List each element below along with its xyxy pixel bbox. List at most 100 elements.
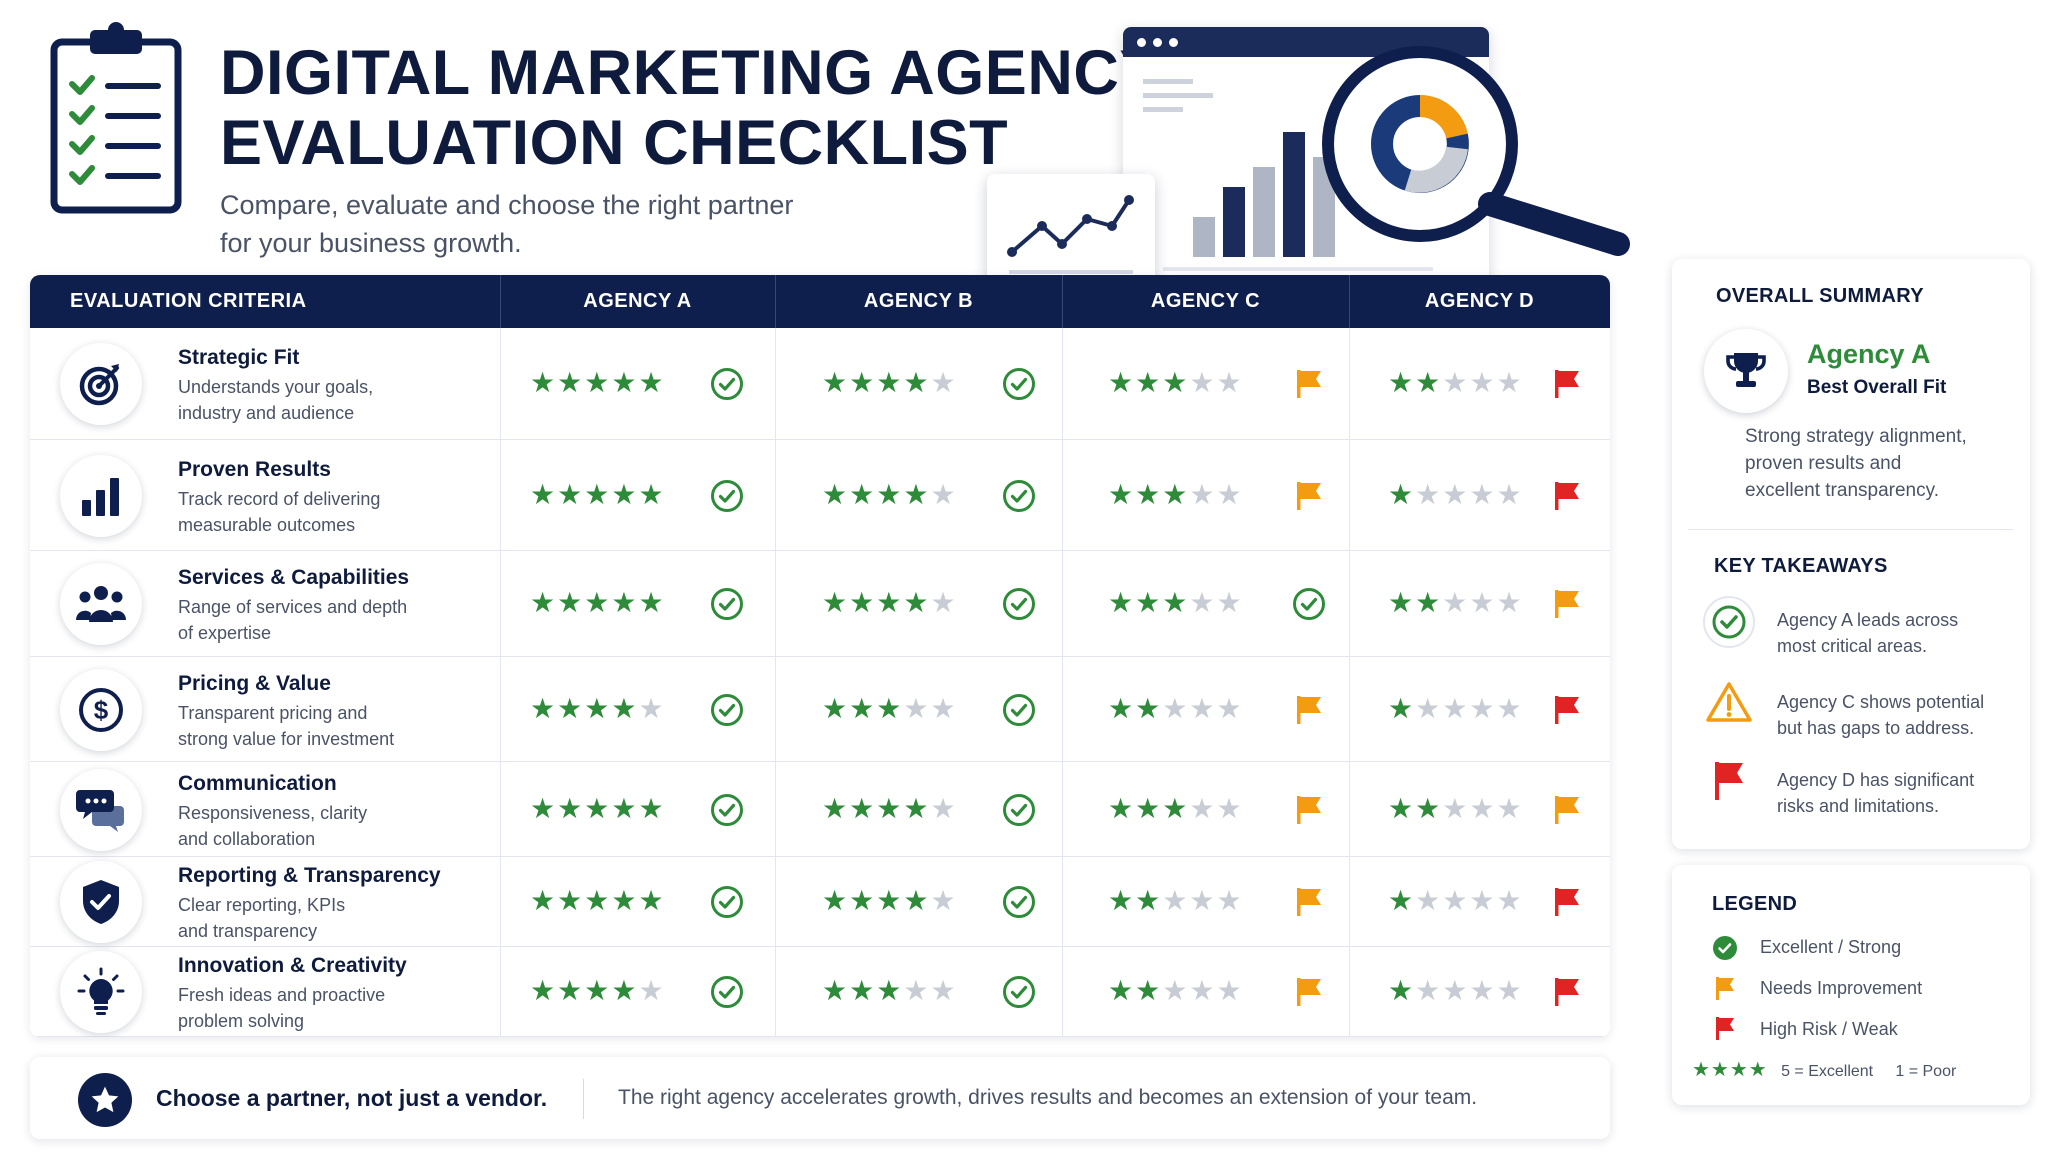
- takeaway-text: Agency A leads across most critical area…: [1777, 607, 2017, 659]
- orange-flag-icon: [1292, 975, 1326, 1009]
- star-filled-icon: ★: [1388, 693, 1416, 724]
- star-filled-icon: ★: [1108, 587, 1136, 618]
- criterion-description: Responsiveness, clarity and collaboration: [178, 800, 428, 852]
- star-empty-icon: ★: [1216, 793, 1244, 824]
- star-rating-agency-c: ★★★★★: [1108, 794, 1244, 824]
- star-filled-icon: ★: [876, 367, 904, 398]
- table-row: Strategic Fit Understands your goals, indu…: [30, 328, 1610, 440]
- header-divider: [500, 275, 501, 328]
- star-badge-icon: [78, 1073, 132, 1127]
- star-empty-icon: ★: [1496, 885, 1524, 916]
- star-empty-icon: ★: [930, 793, 958, 824]
- star-rating-agency-c: ★★★★★: [1108, 976, 1244, 1006]
- star-rating-agency-d: ★★★★★: [1388, 794, 1524, 824]
- dollar-icon: $: [60, 669, 142, 751]
- column-divider: [500, 328, 501, 1037]
- check-circle-icon: [710, 479, 744, 513]
- star-rating-agency-d: ★★★★★: [1388, 694, 1524, 724]
- summary-line-1: Strong strategy alignment,: [1745, 426, 1967, 447]
- star-filled-icon: ★: [1162, 587, 1190, 618]
- star-empty-icon: ★: [1189, 793, 1217, 824]
- star-empty-icon: ★: [1469, 479, 1497, 510]
- star-empty-icon: ★: [930, 367, 958, 398]
- star-filled-icon: ★: [584, 885, 612, 916]
- check-circle-icon: [1002, 793, 1036, 827]
- star-empty-icon: ★: [638, 975, 666, 1006]
- star-empty-icon: ★: [1162, 885, 1190, 916]
- legend-label-risk: High Risk / Weak: [1760, 1019, 1898, 1039]
- star-filled-icon: ★: [903, 793, 931, 824]
- magnifier-donut-icon: [1322, 46, 1630, 256]
- subtitle-line-2: for your business growth.: [220, 228, 522, 258]
- criterion-description-line: Understands your goals,: [178, 377, 374, 397]
- star-filled-icon: ★: [1108, 693, 1136, 724]
- banner-text: The right agency accelerates growth, dri…: [618, 1086, 1478, 1109]
- star-filled-icon: ★: [611, 693, 639, 724]
- star-filled-icon: ★: [903, 885, 931, 916]
- clipboard-checklist-icon: [50, 22, 182, 214]
- star-filled-icon: ★: [1135, 885, 1163, 916]
- star-empty-icon: ★: [1469, 793, 1497, 824]
- star-rating-agency-b: ★★★★★: [822, 368, 958, 398]
- star-empty-icon: ★: [1442, 587, 1470, 618]
- team-icon: [60, 563, 142, 645]
- star-filled-icon: ★: [822, 367, 850, 398]
- star-filled-icon: ★: [1162, 479, 1190, 510]
- bar-chart-icon: [60, 455, 142, 537]
- star-filled-icon: ★: [611, 793, 639, 824]
- table-header: EVALUATION CRITERIA AGENCY A AGENCY B AG…: [30, 275, 1610, 328]
- star-empty-icon: ★: [903, 693, 931, 724]
- criterion-description: Clear reporting, KPIs and transparency: [178, 892, 428, 944]
- takeaway-line: risks and limitations.: [1777, 796, 1940, 816]
- star-filled-icon: ★: [638, 885, 666, 916]
- table-row: Communication Responsiveness, clarity and …: [30, 762, 1610, 857]
- column-divider: [775, 328, 776, 1037]
- window-dot-icon: [1137, 38, 1146, 47]
- star-empty-icon: ★: [1469, 693, 1497, 724]
- star-empty-icon: ★: [1496, 587, 1524, 618]
- check-circle-icon: [710, 885, 744, 919]
- star-rating-agency-d: ★★★★★: [1388, 480, 1524, 510]
- star-rating-agency-d: ★★★★★: [1388, 976, 1524, 1006]
- star-empty-icon: ★: [1189, 885, 1217, 916]
- star-empty-icon: ★: [1216, 367, 1244, 398]
- star-empty-icon: ★: [1496, 975, 1524, 1006]
- star-filled-icon: ★: [903, 367, 931, 398]
- star-rating-agency-a: ★★★★★: [530, 480, 666, 510]
- star-filled-icon: ★: [557, 975, 585, 1006]
- criterion-description-line: and transparency: [178, 921, 318, 941]
- star-filled-icon: ★: [876, 587, 904, 618]
- legend-heading: LEGEND: [1712, 893, 1798, 915]
- column-header-agency-a: AGENCY A: [583, 290, 692, 312]
- star-filled-icon: ★: [1108, 367, 1136, 398]
- star-filled-icon: ★: [849, 885, 877, 916]
- star-filled-icon: ★: [1108, 479, 1136, 510]
- shield-check-icon: [60, 861, 142, 943]
- check-circle-icon: [1002, 587, 1036, 621]
- takeaway-line: Agency C shows potential: [1777, 692, 1985, 712]
- star-filled-icon: ★: [530, 885, 558, 916]
- star-filled-icon: ★: [557, 367, 585, 398]
- star-rating-agency-d: ★★★★★: [1388, 368, 1524, 398]
- orange-flag-icon: [1292, 367, 1326, 401]
- criterion-description: Fresh ideas and proactive problem solving: [178, 982, 428, 1034]
- star-filled-icon: ★: [530, 367, 558, 398]
- takeaway-line: most critical areas.: [1777, 636, 1928, 656]
- star-filled-icon: ★: [557, 693, 585, 724]
- star-filled-icon: ★: [822, 793, 850, 824]
- check-circle-icon: [1002, 479, 1036, 513]
- red-flag-icon: [1550, 975, 1584, 1009]
- criterion-title: Strategic Fit: [178, 346, 300, 369]
- star-empty-icon: ★: [1496, 367, 1524, 398]
- star-rating-agency-b: ★★★★★: [822, 480, 958, 510]
- star-filled-icon: ★: [584, 975, 612, 1006]
- column-divider: [1062, 328, 1063, 1037]
- star-filled-icon: ★: [849, 793, 877, 824]
- star-rating-agency-d: ★★★★★: [1388, 886, 1524, 916]
- star-empty-icon: ★: [1189, 975, 1217, 1006]
- star-filled-icon: ★: [849, 479, 877, 510]
- star-filled-icon: ★: [822, 587, 850, 618]
- check-circle-icon: [710, 587, 744, 621]
- star-filled-icon: ★: [530, 693, 558, 724]
- star-empty-icon: ★: [1189, 367, 1217, 398]
